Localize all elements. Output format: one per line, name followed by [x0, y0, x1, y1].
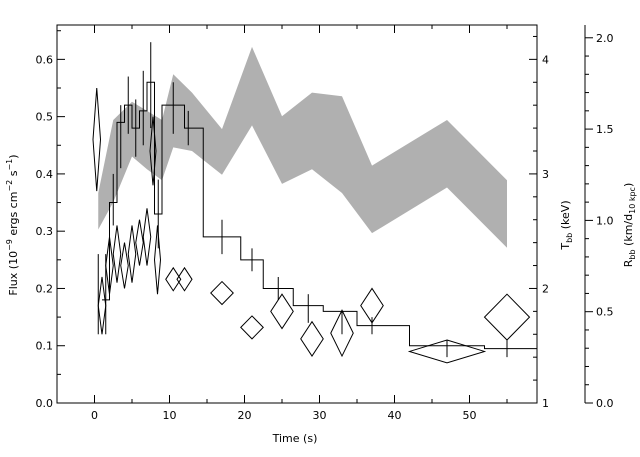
y-left-tick-label: 0.1 [36, 340, 54, 353]
plot-frame [56, 24, 538, 404]
kT-diamond [92, 87, 102, 192]
y-axis-kT-title: Tbb (keV) [559, 200, 574, 250]
kT-diamond [135, 219, 144, 266]
x-tick-label: 0 [91, 409, 98, 422]
kT-diamond [407, 339, 487, 364]
flux-histogram-layer [102, 81, 537, 350]
x-tick-label: 50 [463, 409, 477, 422]
kT-diamond [240, 315, 264, 340]
kT-diamond [360, 287, 384, 324]
x-axis-title: Time (s) [272, 432, 318, 445]
kT-diamond [149, 116, 157, 186]
y-R-tick-label: 1.0 [596, 214, 614, 227]
kT-diamond [300, 320, 324, 357]
y-left-tick-label: 0.0 [36, 397, 54, 410]
y-kT-tick-label: 3 [542, 168, 549, 181]
kT-diamond [330, 309, 354, 358]
y-R-tick-label: 2.0 [596, 32, 614, 45]
y-kT-tick-label: 4 [542, 53, 549, 66]
kT-diamond [176, 266, 193, 292]
kT-diamond [483, 293, 531, 341]
flux-errorbar-layer [97, 42, 508, 358]
y-left-tick-label: 0.4 [36, 168, 54, 181]
radius-band [98, 46, 507, 248]
kT-diamond [153, 225, 162, 295]
axes-layer: 0 10 20 30 40 50 0.0 0.1 0.2 0.3 0.4 0.5 0.6 1 2 3 4 0.0 0… [36, 24, 614, 422]
y-R-tick-label: 0.0 [596, 397, 614, 410]
y-R-tick-label: 0.5 [596, 306, 614, 319]
kT-diamond [120, 242, 129, 289]
temperature-diamond-layer [92, 87, 531, 364]
kT-diamond [210, 280, 234, 306]
x-tick-label: 10 [163, 409, 177, 422]
x-tick-label: 40 [388, 409, 402, 422]
y-axis-R-title: Rbb (km/d10 kpc) [622, 183, 637, 268]
kT-diamond [105, 236, 114, 295]
x-tick-label: 30 [313, 409, 327, 422]
y-R-tick-label: 1.5 [596, 123, 614, 136]
kT-diamond [127, 225, 137, 283]
kT-diamond [165, 266, 182, 292]
radius-band-layer [98, 46, 507, 248]
flux-step-line [102, 81, 537, 350]
y-left-tick-label: 0.2 [36, 282, 54, 295]
y-left-tick-label: 0.6 [36, 53, 54, 66]
y-kT-tick-label: 2 [542, 282, 549, 295]
x-tick-label: 20 [238, 409, 252, 422]
y-axis-left-title: Flux (10−9 ergs cm−2 s−1) [5, 154, 20, 295]
y-left-tick-label: 0.3 [36, 225, 54, 238]
y-left-tick-label: 0.5 [36, 111, 54, 124]
kT-diamond [270, 293, 294, 330]
kT-diamond [112, 225, 122, 283]
y-kT-tick-label: 1 [542, 397, 549, 410]
kT-diamond [142, 208, 152, 266]
kT-diamond [97, 276, 107, 335]
